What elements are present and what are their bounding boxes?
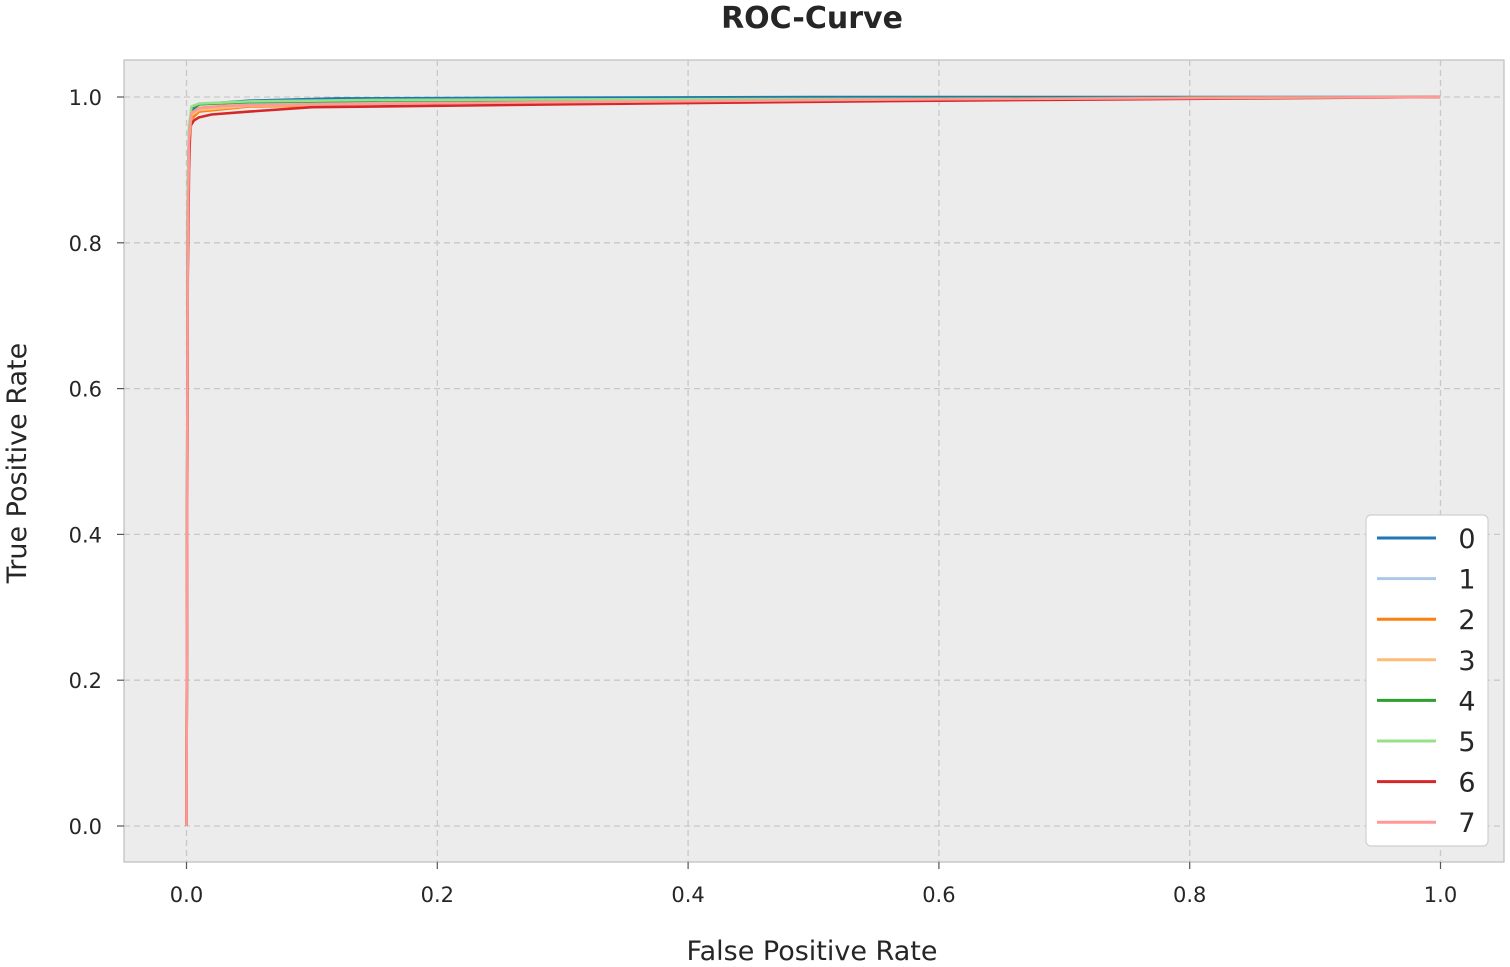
y-tick-label: 0.0	[69, 815, 102, 839]
x-axis-label: False Positive Rate	[687, 936, 938, 967]
legend-box	[1365, 514, 1489, 847]
legend-label-1: 1	[1458, 565, 1475, 596]
legend-label-2: 2	[1458, 605, 1475, 636]
legend-label-4: 4	[1458, 686, 1475, 717]
axis-ticks: 0.0 0.2 0.4 0.6 0.8 1.0 0.0 0.2 0.4 0.6 0.8 1.0	[69, 86, 1458, 907]
y-tick-label: 0.2	[69, 669, 102, 693]
plot-area	[123, 59, 1505, 863]
y-tick-label: 1.0	[69, 86, 102, 110]
x-tick-label: 0.4	[671, 883, 704, 907]
x-tick-label: 0.6	[922, 883, 955, 907]
series-line-7	[185, 95, 1441, 827]
legend-label-0: 0	[1458, 524, 1475, 555]
x-tick-label: 0.0	[170, 883, 203, 907]
legend-label-3: 3	[1458, 646, 1475, 677]
series-lines	[185, 95, 1441, 827]
legend-label-6: 6	[1458, 768, 1475, 799]
legend-label-7: 7	[1458, 808, 1475, 839]
y-tick-label: 0.8	[69, 232, 102, 256]
y-tick-label: 0.6	[69, 378, 102, 402]
legend: 0 1 2 3 4 5 6 7	[1365, 514, 1489, 847]
chart-title: ROC-Curve	[721, 1, 903, 36]
y-axis-label: True Positive Rate	[2, 343, 33, 585]
legend-label-5: 5	[1458, 727, 1475, 758]
x-tick-label: 0.2	[421, 883, 454, 907]
x-tick-label: 1.0	[1424, 883, 1457, 907]
y-tick-label: 0.4	[69, 523, 102, 547]
x-tick-label: 0.8	[1173, 883, 1206, 907]
